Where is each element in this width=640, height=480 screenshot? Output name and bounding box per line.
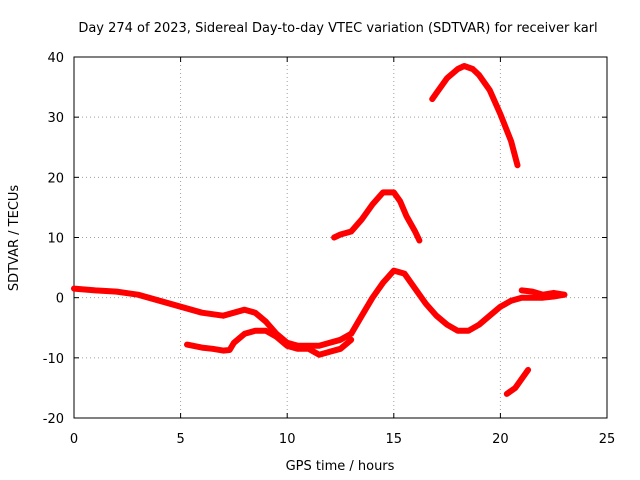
y-tick-label: 20 [47,171,64,186]
x-tick-label: 25 [599,432,616,447]
y-tick-label: 0 [56,292,64,307]
x-tick-label: 15 [386,432,403,447]
axis-ticks: 0 5 10 15 20 25 -20 -10 0 10 20 30 40 [43,51,616,447]
y-tick-label: 30 [47,111,64,126]
x-tick-label: 0 [70,432,78,447]
series-track-right-upper [518,287,568,298]
series-track-arc-top [429,63,521,169]
x-tick-label: 20 [492,432,509,447]
chart-title: Day 274 of 2023, Sidereal Day-to-day VTE… [78,21,597,36]
y-axis-label: SDTVAR / TECUs [7,185,22,292]
y-tick-label: 10 [47,232,64,247]
series-track-arc-mid [331,189,423,244]
series-track-main [71,267,568,349]
y-tick-label: 40 [47,51,64,66]
x-tick-label: 5 [176,432,184,447]
x-tick-label: 10 [279,432,296,447]
y-tick-label: -20 [43,412,64,427]
data-series [71,63,568,397]
x-axis-label: GPS time / hours [286,459,395,474]
series-track-lower [184,327,355,358]
y-tick-label: -10 [43,352,64,367]
series-track-low-segment [503,366,532,397]
